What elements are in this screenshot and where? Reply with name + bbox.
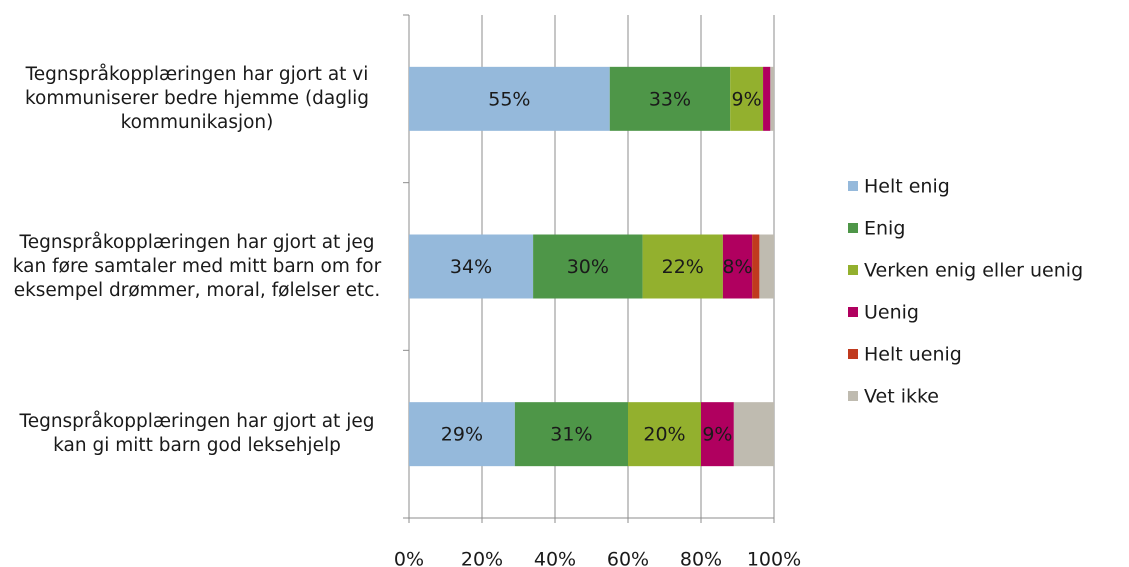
data-label: 29% bbox=[441, 424, 483, 446]
legend-label: Verken enig eller uenig bbox=[864, 260, 1083, 282]
bar-segment bbox=[409, 66, 610, 131]
data-label: 20% bbox=[643, 424, 685, 446]
data-label: 33% bbox=[649, 88, 691, 110]
bar-segment bbox=[752, 234, 760, 299]
x-tick-label: 0% bbox=[394, 549, 424, 567]
bar-segment bbox=[701, 402, 734, 467]
bar-segment bbox=[609, 66, 731, 131]
y-tick-label: Tegnspråkopplæringen har gjort at vi kom… bbox=[24, 63, 370, 133]
data-label: 8% bbox=[722, 256, 752, 278]
x-tick-label: 40% bbox=[534, 549, 576, 567]
bar-segment bbox=[628, 402, 701, 467]
data-label: 9% bbox=[732, 88, 762, 110]
data-label: 31% bbox=[550, 424, 592, 446]
bar-segment bbox=[733, 402, 774, 467]
bar-segment bbox=[533, 234, 643, 299]
data-label: 30% bbox=[567, 256, 609, 278]
x-tick-label: 80% bbox=[680, 549, 722, 567]
data-label: 22% bbox=[662, 256, 704, 278]
legend-swatch bbox=[848, 307, 858, 317]
data-label: 55% bbox=[488, 88, 530, 110]
legend-swatch bbox=[848, 223, 858, 233]
bar-segment bbox=[409, 234, 534, 299]
data-label: 34% bbox=[450, 256, 492, 278]
y-tick-label: Tegnspråkopplæringen har gjort at jeg ka… bbox=[19, 411, 375, 457]
legend-label: Vet ikke bbox=[864, 386, 939, 408]
legend-label: Uenig bbox=[864, 302, 919, 324]
bar-segment bbox=[642, 234, 723, 299]
data-label: 9% bbox=[702, 424, 732, 446]
legend-swatch bbox=[848, 391, 858, 401]
x-tick-label: 60% bbox=[607, 549, 649, 567]
x-tick-label: 20% bbox=[461, 549, 503, 567]
bar-segment bbox=[770, 66, 774, 131]
y-tick-label: Tegnspråkopplæringen har gjort at jeg ka… bbox=[12, 231, 382, 301]
legend-swatch bbox=[848, 265, 858, 275]
legend-label: Helt uenig bbox=[864, 344, 962, 366]
bar-segment bbox=[514, 402, 628, 467]
bar-segment bbox=[409, 402, 515, 467]
bar-segment bbox=[722, 234, 753, 299]
x-tick-label: 100% bbox=[747, 549, 801, 567]
legend-swatch bbox=[848, 349, 858, 359]
legend-label: Enig bbox=[864, 218, 905, 240]
bar-segment bbox=[730, 66, 764, 131]
legend-label: Helt enig bbox=[864, 176, 950, 198]
bar-segment bbox=[763, 66, 771, 131]
legend-swatch bbox=[848, 181, 858, 191]
bar-segment bbox=[759, 234, 774, 299]
